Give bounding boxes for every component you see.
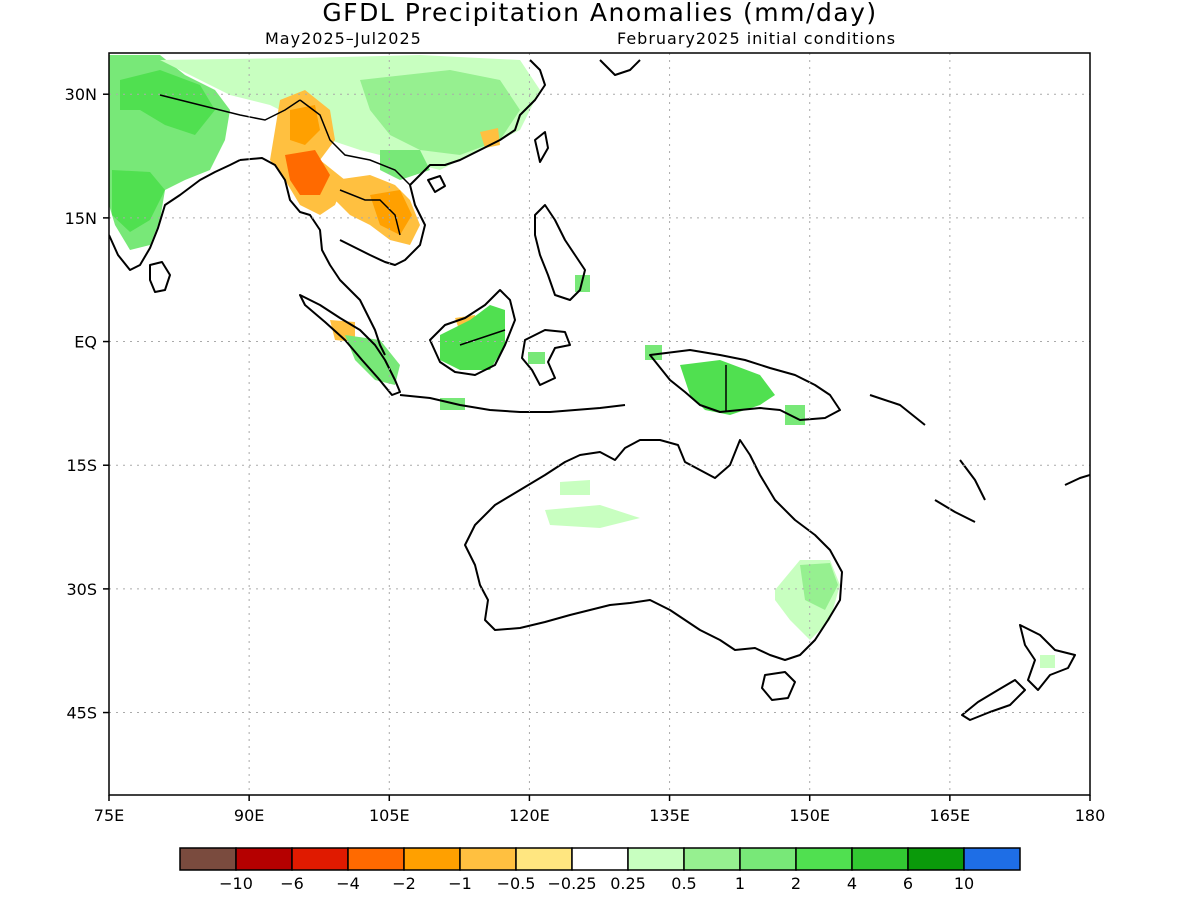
coastlines <box>109 59 1090 721</box>
colorbar-label: −0.5 <box>497 874 536 893</box>
coast-japan <box>599 59 641 76</box>
y-tick-label: 30S <box>66 580 97 599</box>
colorbar-swatch <box>627 847 685 871</box>
coast-borneo <box>429 289 516 376</box>
colorbar-label: 2 <box>791 874 801 893</box>
colorbar-label: −6 <box>280 874 304 893</box>
colorbar-swatch <box>907 847 965 871</box>
anomaly-halmahera <box>645 345 662 360</box>
x-tick-label: 75E <box>94 806 124 825</box>
colorbar-label: 0.25 <box>610 874 646 893</box>
y-tick-label: 30N <box>65 85 97 104</box>
colorbar-label: −1 <box>448 874 472 893</box>
coast-hainan <box>427 175 446 193</box>
anomaly-south-china-core <box>380 150 430 180</box>
colorbar-label: −10 <box>219 874 253 893</box>
anomaly-myanmar-mid <box>290 105 320 145</box>
map-title: GFDL Precipitation Anomalies (mm/day) <box>322 0 878 27</box>
coast-solomons <box>869 394 926 426</box>
map-grid <box>109 53 1090 795</box>
y-tick-label: 15S <box>66 456 97 475</box>
anomaly-nz <box>1040 655 1055 668</box>
colorbar-swatch <box>403 847 461 871</box>
coast-nz-south <box>961 679 1026 721</box>
colorbar-label: 0.5 <box>671 874 696 893</box>
x-tick-label: 150E <box>789 806 830 825</box>
coast-fiji <box>1064 474 1090 486</box>
anomaly-ne-india <box>120 70 215 135</box>
plot-frame <box>108 52 1091 796</box>
coast-vanuatu <box>959 459 986 501</box>
colorbar-label: 4 <box>847 874 857 893</box>
anomaly-borneo <box>440 305 505 370</box>
colorbar-swatch <box>347 847 405 871</box>
coast-australia <box>464 439 843 661</box>
anomaly-sulawesi <box>528 352 545 364</box>
colorbar: −10 −6 −4 −2 −1 −0.5 −0.25 0.25 0.5 1 2 4 6 10 <box>179 847 1021 893</box>
coast-bay-bengal <box>239 157 386 356</box>
y-axis: 30N 15N EQ 15S 30S 45S <box>65 85 109 723</box>
anomaly-new-guinea <box>680 360 775 415</box>
anomaly-central-india-strong <box>112 170 165 232</box>
colorbar-swatch <box>963 847 1021 871</box>
colorbar-label: 1 <box>735 874 745 893</box>
country-borders <box>159 94 727 412</box>
x-tick-label: 90E <box>234 806 264 825</box>
coast-philippines <box>534 204 586 301</box>
border-himalaya <box>159 94 301 121</box>
coast-nz-north <box>1019 624 1076 691</box>
coast-sulawesi <box>521 329 571 386</box>
colorbar-label: 10 <box>954 874 974 893</box>
coast-sri-lanka <box>149 261 171 293</box>
colorbar-label: 6 <box>903 874 913 893</box>
anomaly-east-australia-core <box>800 563 838 610</box>
y-tick-label: 45S <box>66 704 97 723</box>
coast-tasmania <box>761 671 796 701</box>
init-conditions-subtitle: February2025 initial conditions <box>617 29 897 48</box>
coast-indochina <box>339 59 546 266</box>
x-tick-label: 105E <box>369 806 410 825</box>
colorbar-swatch <box>795 847 853 871</box>
colorbar-swatch <box>739 847 797 871</box>
colorbar-swatch <box>851 847 909 871</box>
anomaly-myanmar-core <box>285 150 330 195</box>
anomaly-south-china <box>360 70 520 155</box>
anomaly-sumatra <box>345 335 400 385</box>
border-thai-laos <box>339 189 401 236</box>
coast-india <box>109 159 241 271</box>
coast-taiwan <box>534 131 549 163</box>
border-borneo <box>459 329 506 346</box>
colorbar-swatch <box>515 847 573 871</box>
colorbar-label: −0.25 <box>547 874 596 893</box>
coast-java <box>399 394 626 413</box>
border-myanmar <box>299 99 411 186</box>
x-tick-label: 120E <box>509 806 550 825</box>
colorbar-swatch <box>291 847 349 871</box>
colorbar-swatch <box>179 847 237 871</box>
colorbar-swatch <box>235 847 293 871</box>
x-tick-label: 135E <box>649 806 690 825</box>
colorbar-swatch <box>459 847 517 871</box>
anomaly-nw-australia <box>545 505 640 528</box>
period-subtitle: May2025–Jul2025 <box>265 29 422 48</box>
y-tick-label: 15N <box>65 209 97 228</box>
coast-new-guinea <box>649 349 841 421</box>
colorbar-label: −2 <box>392 874 416 893</box>
x-tick-label: 180 <box>1075 806 1106 825</box>
coast-new-caledonia <box>934 499 976 523</box>
coast-sumatra <box>299 294 401 396</box>
x-tick-label: 165E <box>930 806 971 825</box>
anomaly-shading <box>109 55 1055 668</box>
colorbar-swatch <box>683 847 741 871</box>
anomaly-north-australia <box>560 480 590 495</box>
x-axis: 75E 90E 105E 120E 135E 150E 165E 180 <box>94 795 1106 825</box>
colorbar-swatch <box>571 847 629 871</box>
colorbar-label: −4 <box>336 874 360 893</box>
y-tick-label: EQ <box>74 333 97 352</box>
